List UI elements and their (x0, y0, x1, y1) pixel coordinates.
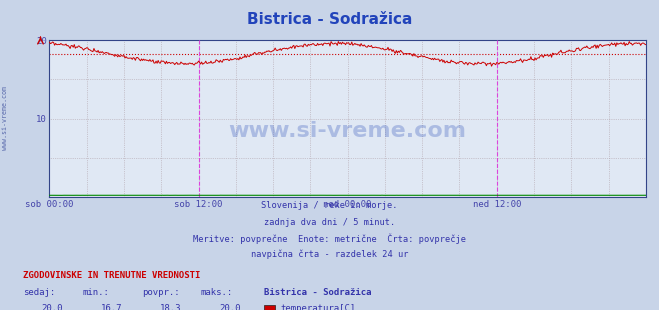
Text: 20.0: 20.0 (219, 304, 241, 310)
Text: povpr.:: povpr.: (142, 288, 179, 297)
Text: Slovenija / reke in morje.: Slovenija / reke in morje. (261, 202, 398, 210)
Text: Bistrica - Sodražica: Bistrica - Sodražica (264, 288, 371, 297)
Text: Bistrica - Sodražica: Bistrica - Sodražica (247, 12, 412, 27)
Text: navpična črta - razdelek 24 ur: navpična črta - razdelek 24 ur (251, 250, 408, 259)
Text: 16.7: 16.7 (100, 304, 122, 310)
Text: www.si-vreme.com: www.si-vreme.com (229, 121, 467, 141)
Text: 20.0: 20.0 (41, 304, 63, 310)
Text: 18.3: 18.3 (159, 304, 181, 310)
Text: maks.:: maks.: (201, 288, 233, 297)
Text: www.si-vreme.com: www.si-vreme.com (2, 86, 9, 150)
Text: Meritve: povprečne  Enote: metrične  Črta: povprečje: Meritve: povprečne Enote: metrične Črta:… (193, 234, 466, 244)
Text: zadnja dva dni / 5 minut.: zadnja dva dni / 5 minut. (264, 218, 395, 227)
Text: temperatura[C]: temperatura[C] (280, 304, 355, 310)
Text: min.:: min.: (82, 288, 109, 297)
Text: ZGODOVINSKE IN TRENUTNE VREDNOSTI: ZGODOVINSKE IN TRENUTNE VREDNOSTI (23, 271, 200, 280)
Text: sedaj:: sedaj: (23, 288, 55, 297)
